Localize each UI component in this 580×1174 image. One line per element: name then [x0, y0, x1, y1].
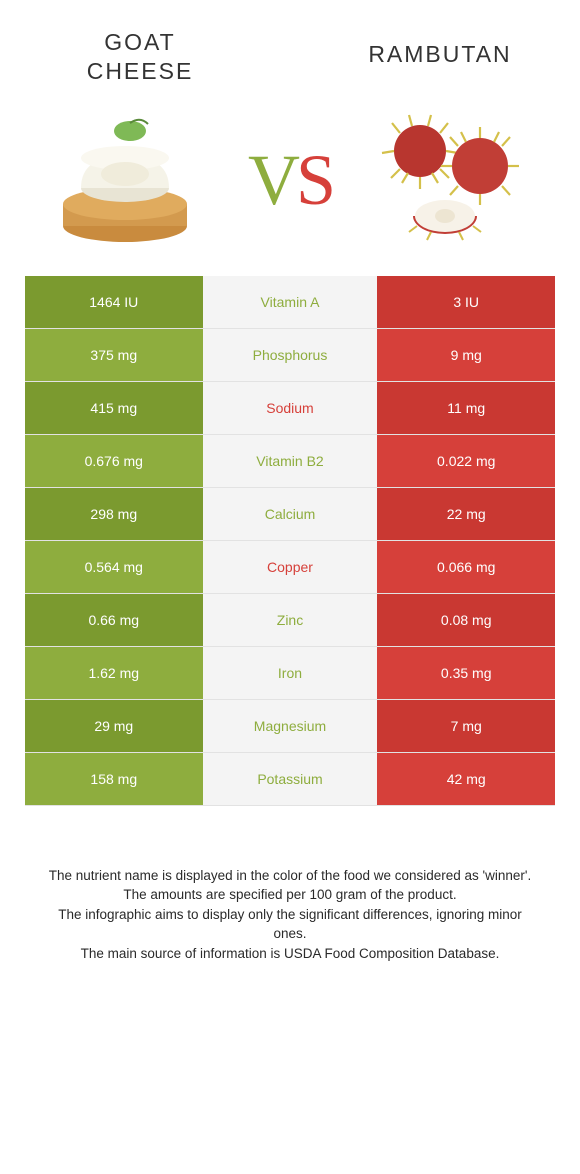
left-value-cell: 158 mg — [25, 753, 203, 806]
left-value-cell: 0.66 mg — [25, 594, 203, 647]
vs-s-letter: S — [296, 140, 332, 220]
footer-line: The infographic aims to display only the… — [40, 905, 540, 944]
title-line: GOAT — [104, 29, 175, 55]
table-row: 1.62 mgIron0.35 mg — [25, 647, 555, 700]
rambutan-image — [370, 106, 540, 256]
right-value-cell: 3 IU — [377, 276, 555, 329]
goat-cheese-image — [40, 106, 210, 256]
table-row: 1464 IUVitamin A3 IU — [25, 276, 555, 329]
right-value-cell: 0.022 mg — [377, 435, 555, 488]
left-value-cell: 0.676 mg — [25, 435, 203, 488]
nutrient-name-cell: Magnesium — [203, 700, 378, 753]
footer-line: The nutrient name is displayed in the co… — [40, 866, 540, 886]
comparison-table: 1464 IUVitamin A3 IU375 mgPhosphorus9 mg… — [25, 276, 555, 806]
left-value-cell: 1464 IU — [25, 276, 203, 329]
footer-notes: The nutrient name is displayed in the co… — [40, 866, 540, 964]
images-row: VS — [0, 96, 580, 276]
right-value-cell: 11 mg — [377, 382, 555, 435]
nutrient-name-cell: Copper — [203, 541, 378, 594]
right-food-title: RAMBUTAN — [350, 40, 530, 86]
nutrient-name-cell: Sodium — [203, 382, 378, 435]
table-row: 29 mgMagnesium7 mg — [25, 700, 555, 753]
nutrient-name-cell: Zinc — [203, 594, 378, 647]
left-value-cell: 375 mg — [25, 329, 203, 382]
left-value-cell: 0.564 mg — [25, 541, 203, 594]
footer-line: The amounts are specified per 100 gram o… — [40, 885, 540, 905]
table-row: 158 mgPotassium42 mg — [25, 753, 555, 806]
table-row: 375 mgPhosphorus9 mg — [25, 329, 555, 382]
nutrient-name-cell: Iron — [203, 647, 378, 700]
right-value-cell: 0.08 mg — [377, 594, 555, 647]
left-value-cell: 415 mg — [25, 382, 203, 435]
table-row: 0.564 mgCopper0.066 mg — [25, 541, 555, 594]
right-value-cell: 22 mg — [377, 488, 555, 541]
right-value-cell: 7 mg — [377, 700, 555, 753]
right-value-cell: 42 mg — [377, 753, 555, 806]
footer-line: The main source of information is USDA F… — [40, 944, 540, 964]
left-food-title: GOAT CHEESE — [50, 28, 230, 86]
vs-label: VS — [248, 139, 332, 222]
right-value-cell: 0.35 mg — [377, 647, 555, 700]
vs-v-letter: V — [248, 140, 296, 220]
right-value-cell: 9 mg — [377, 329, 555, 382]
nutrient-name-cell: Potassium — [203, 753, 378, 806]
title-line: RAMBUTAN — [368, 41, 511, 67]
table-row: 0.66 mgZinc0.08 mg — [25, 594, 555, 647]
nutrient-name-cell: Phosphorus — [203, 329, 378, 382]
nutrient-name-cell: Calcium — [203, 488, 378, 541]
table-row: 0.676 mgVitamin B20.022 mg — [25, 435, 555, 488]
table-row: 298 mgCalcium22 mg — [25, 488, 555, 541]
left-value-cell: 1.62 mg — [25, 647, 203, 700]
nutrient-name-cell: Vitamin A — [203, 276, 378, 329]
title-line: CHEESE — [87, 58, 194, 84]
nutrient-name-cell: Vitamin B2 — [203, 435, 378, 488]
right-value-cell: 0.066 mg — [377, 541, 555, 594]
left-value-cell: 298 mg — [25, 488, 203, 541]
header: GOAT CHEESE RAMBUTAN — [0, 0, 580, 96]
left-value-cell: 29 mg — [25, 700, 203, 753]
table-row: 415 mgSodium11 mg — [25, 382, 555, 435]
